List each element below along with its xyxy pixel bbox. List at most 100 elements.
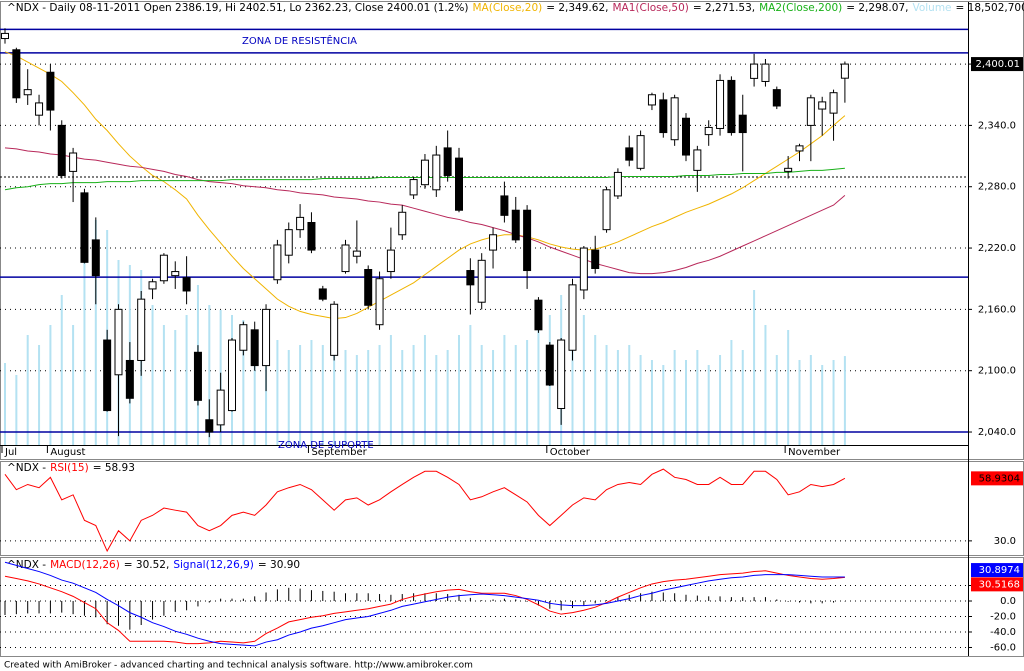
annotation: ZONA DE RESISTÊNCIA bbox=[242, 34, 357, 47]
candle-body bbox=[57, 124, 66, 176]
volume-bar bbox=[753, 290, 756, 445]
volume-bar bbox=[321, 345, 324, 445]
legend-value: = 2,349.62, bbox=[546, 2, 608, 14]
candle-body bbox=[239, 324, 248, 351]
volume-bar bbox=[423, 335, 426, 445]
candle-body bbox=[137, 298, 146, 361]
volume-bar bbox=[707, 365, 710, 445]
candle-body bbox=[409, 179, 418, 196]
candle-body bbox=[35, 102, 44, 116]
legend-value: = 18,502,700.00 bbox=[956, 2, 1024, 14]
candle-body bbox=[772, 89, 781, 107]
volume-bar bbox=[4, 363, 6, 445]
y-tick-label: -20.0 bbox=[990, 611, 1016, 622]
candle-body bbox=[682, 117, 690, 156]
panel-header: ^NDX - RSI(15) = 58.93 bbox=[7, 462, 135, 474]
candle-body bbox=[318, 288, 327, 300]
macd-line bbox=[4, 570, 845, 645]
candle-body bbox=[829, 92, 838, 114]
volume-bar bbox=[162, 325, 165, 445]
volume-bar bbox=[276, 340, 279, 445]
y-tick-label: -40.0 bbox=[990, 627, 1016, 638]
legend-entry: Signal(12,26,9) bbox=[173, 559, 254, 571]
volume-bar bbox=[821, 365, 824, 445]
y-tick-label: 2,040.0 bbox=[978, 427, 1016, 438]
candle-body bbox=[91, 239, 100, 277]
candle-body bbox=[659, 99, 668, 134]
legend-value: = 30.90 bbox=[258, 559, 300, 571]
candle-body bbox=[704, 126, 713, 136]
candle-body bbox=[750, 63, 759, 79]
volume-bar bbox=[26, 335, 29, 445]
candle-body bbox=[568, 284, 577, 351]
panel-header: ^NDX - MACD(12,26) = 30.52, Signal(12,26,9)… bbox=[7, 559, 300, 571]
ma-line bbox=[4, 51, 846, 320]
candle-body bbox=[727, 79, 736, 134]
footer: Created with AmiBroker - advanced charti… bbox=[4, 661, 473, 671]
value-tag-label: 30.8974 bbox=[979, 565, 1020, 576]
legend-entry: MA(Close,20) bbox=[472, 2, 542, 14]
volume-bar bbox=[355, 355, 358, 445]
legend-value: = 30.52, bbox=[124, 559, 170, 571]
candle-body bbox=[125, 359, 134, 399]
volume-bar bbox=[333, 350, 336, 445]
y-tick-label: 2,220.0 bbox=[978, 243, 1016, 254]
candle-body bbox=[500, 195, 509, 216]
candle-body bbox=[579, 247, 588, 291]
y-tick-label: 2,160.0 bbox=[978, 304, 1016, 315]
volume-bar bbox=[662, 365, 665, 445]
volume-bar bbox=[38, 345, 41, 445]
candle-body bbox=[171, 271, 180, 277]
candle-body bbox=[205, 419, 214, 433]
volume-bar bbox=[94, 220, 97, 445]
x-tick-label: November bbox=[788, 447, 841, 458]
candle-body bbox=[364, 269, 373, 306]
candle-body bbox=[693, 149, 702, 171]
y-tick-label: 2,340.0 bbox=[978, 120, 1016, 131]
y-tick-label: 0.0 bbox=[1000, 596, 1016, 607]
candle-body bbox=[545, 344, 554, 386]
volume-bar bbox=[605, 345, 608, 445]
candle-body bbox=[159, 254, 168, 282]
volume-bar bbox=[72, 325, 75, 445]
title: ^NDX - Daily 08-11-2011 Open 2386.19, Hi… bbox=[7, 2, 468, 14]
value-tag bbox=[971, 577, 1023, 592]
volume-bar bbox=[673, 350, 676, 445]
candle-body bbox=[296, 216, 305, 231]
volume-bar bbox=[242, 320, 245, 445]
candle-body bbox=[716, 79, 725, 129]
volume-bar bbox=[435, 355, 438, 445]
candle-body bbox=[307, 221, 316, 251]
legend-entry: MACD(12,26) bbox=[50, 559, 120, 571]
volume-bar bbox=[741, 350, 744, 445]
candle-body bbox=[182, 277, 191, 292]
value-tag bbox=[971, 57, 1023, 72]
candle-body bbox=[250, 329, 259, 367]
candle-body bbox=[761, 63, 770, 82]
candle-body bbox=[330, 303, 339, 356]
volume-bar bbox=[185, 315, 188, 445]
candle-body bbox=[489, 234, 498, 251]
volume-bar bbox=[401, 350, 404, 445]
candle-body bbox=[228, 339, 236, 412]
volume-bar bbox=[571, 305, 574, 445]
candle-body bbox=[443, 147, 452, 176]
value-tag-label: 58.9304 bbox=[979, 473, 1020, 484]
candle-body bbox=[818, 101, 827, 110]
volume-bar bbox=[310, 340, 313, 445]
candle-body bbox=[511, 209, 520, 241]
volume-bar bbox=[503, 335, 506, 445]
candle-body bbox=[273, 244, 282, 281]
candle-body bbox=[557, 339, 566, 410]
volume-bar bbox=[208, 305, 211, 445]
candle-body bbox=[647, 94, 656, 106]
macd-line bbox=[4, 561, 845, 647]
candle-body bbox=[784, 167, 793, 172]
volume-bar bbox=[628, 345, 631, 445]
value-tag bbox=[971, 471, 1023, 486]
volume-bar bbox=[537, 330, 540, 445]
x-tick-label: August bbox=[50, 447, 85, 458]
ma-line bbox=[4, 147, 846, 275]
